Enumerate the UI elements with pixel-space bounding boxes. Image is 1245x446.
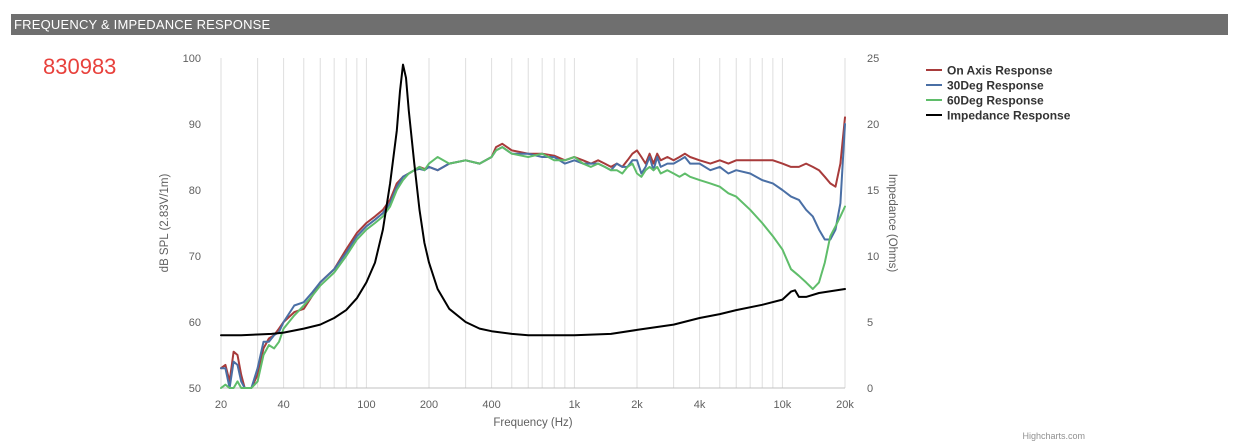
- y-tick-label: 60: [189, 317, 201, 329]
- x-axis-title: Frequency (Hz): [493, 417, 572, 429]
- y-tick-label: 100: [183, 53, 201, 65]
- x-tick-label: 400: [482, 399, 500, 411]
- legend-item-label: 60Deg Response: [947, 94, 1044, 108]
- header-title: FREQUENCY & IMPEDANCE RESPONSE: [14, 17, 271, 32]
- y-tick-label: 70: [189, 251, 201, 263]
- x-tick-label: 200: [420, 399, 438, 411]
- x-tick-label: 4k: [694, 399, 706, 411]
- legend-item-label: 30Deg Response: [947, 79, 1044, 93]
- chart-ticks: 20 40 100 200 400 1k 2k 4k 10k 20k 50 60 70 80 90 100 0 5…: [183, 53, 880, 411]
- y2-tick-label: 5: [867, 317, 873, 329]
- chart-series: [220, 63, 846, 389]
- y2-axis-title: Impedance (Ohms): [886, 174, 898, 273]
- series-line-60deg-response: [220, 146, 846, 389]
- y-axis-title: dB SPL (2.83V/1m): [159, 174, 171, 273]
- y2-tick-label: 10: [867, 251, 879, 263]
- y2-tick-label: 0: [867, 383, 873, 395]
- y2-tick-label: 15: [867, 185, 879, 197]
- x-tick-label: 40: [277, 399, 289, 411]
- series-line-on-axis-response: [220, 116, 846, 389]
- series-line-impedance-response: [220, 63, 846, 337]
- y2-tick-label: 20: [867, 119, 879, 131]
- model-id: 830983: [43, 54, 117, 79]
- x-tick-label: 1k: [569, 399, 581, 411]
- y2-tick-label: 25: [867, 53, 879, 65]
- x-tick-label: 20k: [836, 399, 854, 411]
- x-tick-label: 20: [215, 399, 227, 411]
- series-line-30deg-response: [220, 123, 846, 389]
- legend-item-label: On Axis Response: [947, 64, 1053, 78]
- credits-link[interactable]: Highcharts.com: [1022, 431, 1085, 441]
- legend-item-label: Impedance Response: [947, 109, 1071, 123]
- header-bar: FREQUENCY & IMPEDANCE RESPONSE: [11, 14, 1228, 35]
- y-tick-label: 50: [189, 383, 201, 395]
- x-tick-label: 10k: [774, 399, 792, 411]
- chart-grid: [220, 58, 846, 389]
- y-tick-label: 90: [189, 119, 201, 131]
- x-tick-label: 2k: [631, 399, 643, 411]
- x-tick-label: 100: [357, 399, 375, 411]
- y-tick-label: 80: [189, 185, 201, 197]
